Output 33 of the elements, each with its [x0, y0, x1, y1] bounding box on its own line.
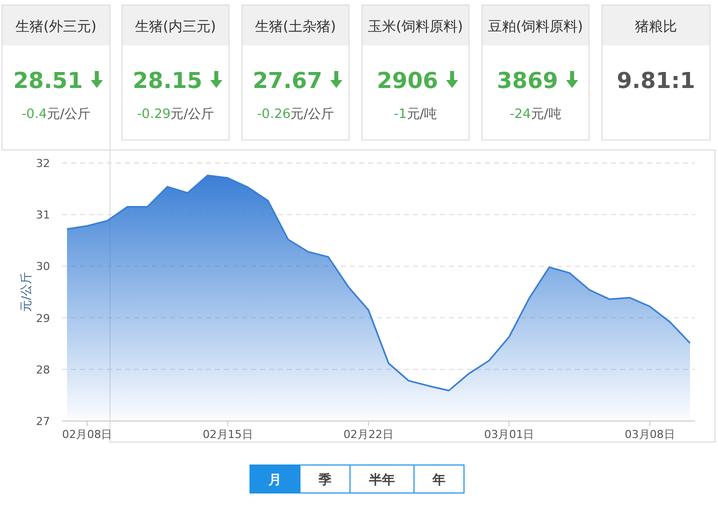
x-tick-label: 02月08日 [62, 428, 112, 441]
text: 月 [268, 473, 282, 488]
text: 28.15 [132, 69, 202, 94]
x-tick-label: 03月01日 [484, 428, 534, 441]
text: 年 [432, 473, 446, 488]
y-tick-label: 31 [36, 208, 50, 222]
text: 28.51 [13, 69, 83, 94]
x-tick-label: 02月22日 [343, 428, 394, 441]
y-tick-label: 30 [36, 260, 50, 274]
y-tick-label: 32 [36, 157, 50, 170]
text: -0.26元/公斤 [256, 107, 334, 122]
text: -24元/吨 [510, 107, 562, 122]
text: 9.81:1 [616, 69, 696, 94]
y-tick-label: 28 [36, 363, 50, 376]
text: -0.4元/公斤 [22, 107, 90, 122]
text: 3869 [496, 69, 558, 94]
text: 季 [318, 472, 332, 488]
text: 生猪(内三元) [135, 19, 216, 35]
y-tick-label: 27 [36, 415, 50, 428]
text: -1元/吨 [394, 107, 438, 122]
y-tick-label: 29 [36, 312, 50, 325]
text: -0.29元/公斤 [136, 107, 214, 122]
x-tick-label: 03月08日 [624, 428, 675, 441]
text: 半年 [368, 473, 395, 488]
text: 生猪(土杂猪) [255, 19, 336, 35]
text: 玉米(饲料原料) [368, 19, 463, 35]
text: 豆粕(饲料原料) [488, 19, 583, 35]
text: 猪粮比 [635, 19, 677, 35]
text: 27.67 [252, 69, 322, 94]
y-axis-title: 元/公斤 [19, 272, 33, 312]
text: 2906 [376, 69, 438, 94]
text: 生猪(外三元) [16, 19, 96, 35]
x-tick-label: 02月15日 [202, 428, 253, 441]
